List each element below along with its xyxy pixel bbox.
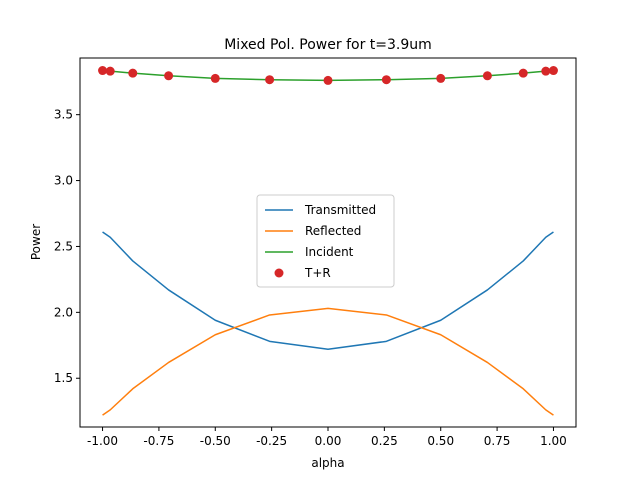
- series-point-t-r: [105, 66, 115, 76]
- series-point-t-r: [128, 68, 138, 78]
- legend-label: Transmitted: [304, 203, 376, 217]
- x-tick-label: 0.50: [427, 434, 454, 448]
- legend-swatch: [274, 268, 284, 278]
- series-point-t-r: [541, 66, 551, 76]
- y-tick-label: 3.5: [54, 108, 73, 122]
- series-point-t-r: [548, 66, 558, 76]
- x-tick-label: 1.00: [540, 434, 567, 448]
- x-tick-label: -1.00: [87, 434, 118, 448]
- series-point-t-r: [323, 75, 333, 85]
- x-tick-label: 0.00: [315, 434, 342, 448]
- legend-label: Incident: [305, 245, 354, 259]
- legend-box: [256, 194, 395, 288]
- x-tick-label: -0.25: [256, 434, 287, 448]
- series-point-t-r: [210, 73, 220, 83]
- series-point-t-r: [265, 75, 275, 85]
- x-tick-label: -0.75: [143, 434, 174, 448]
- axis-ticks: -1.00 -0.75 -0.50 -0.25 0.00 0.25 0.50 0.75 1.00…: [54, 108, 567, 448]
- plot-area: [98, 66, 558, 416]
- x-tick-label: 0.25: [371, 434, 398, 448]
- series-line-reflected: [102, 307, 554, 416]
- series-point-t-r: [381, 75, 391, 85]
- y-tick-label: 2.0: [54, 305, 73, 319]
- y-axis-label: Power: [29, 224, 43, 260]
- series-point-t-r: [518, 68, 528, 78]
- legend-label: T+R: [304, 266, 331, 280]
- series-line-transmitted: [102, 231, 554, 350]
- y-tick-label: 2.5: [54, 239, 73, 253]
- series-point-t-r: [482, 71, 492, 81]
- series-point-t-r: [164, 71, 174, 81]
- x-tick-label: -0.50: [200, 434, 231, 448]
- series-point-t-r: [436, 73, 446, 83]
- y-tick-label: 1.5: [54, 371, 73, 385]
- x-tick-label: 0.75: [484, 434, 511, 448]
- series-point-t-r: [98, 66, 108, 76]
- y-tick-label: 3.0: [54, 174, 73, 188]
- chart-title: Mixed Pol. Power for t=3.9um: [224, 37, 432, 53]
- x-axis-label: alpha: [311, 456, 344, 470]
- legend: Transmitted Reflected Incident T+R: [256, 194, 395, 288]
- legend-label: Reflected: [305, 224, 361, 238]
